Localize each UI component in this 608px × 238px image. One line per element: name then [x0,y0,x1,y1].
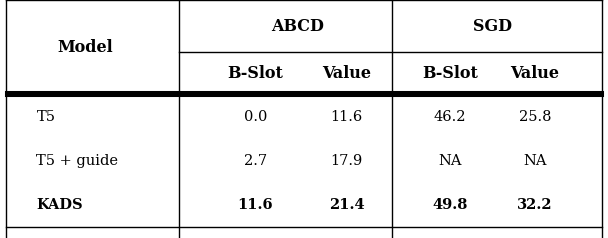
Text: 49.8: 49.8 [432,198,468,212]
Text: KADS: KADS [36,198,83,212]
Text: NA: NA [438,154,461,168]
Text: ABCD: ABCD [272,18,324,35]
Text: T5: T5 [36,110,55,124]
Text: 25.8: 25.8 [519,110,551,124]
Text: 2.7: 2.7 [244,154,267,168]
Text: 17.9: 17.9 [330,154,363,168]
Text: 32.2: 32.2 [517,198,553,212]
Text: Model: Model [57,39,113,56]
Text: Value: Value [511,65,559,82]
Text: 11.6: 11.6 [238,198,273,212]
Text: 46.2: 46.2 [434,110,466,124]
Text: Value: Value [322,65,371,82]
Text: 21.4: 21.4 [329,198,364,212]
Text: B-Slot: B-Slot [227,65,283,82]
Text: B-Slot: B-Slot [422,65,478,82]
Text: SGD: SGD [473,18,512,35]
Text: T5 + guide: T5 + guide [36,154,119,168]
Text: 0.0: 0.0 [244,110,267,124]
Text: NA: NA [523,154,547,168]
Text: 11.6: 11.6 [330,110,363,124]
